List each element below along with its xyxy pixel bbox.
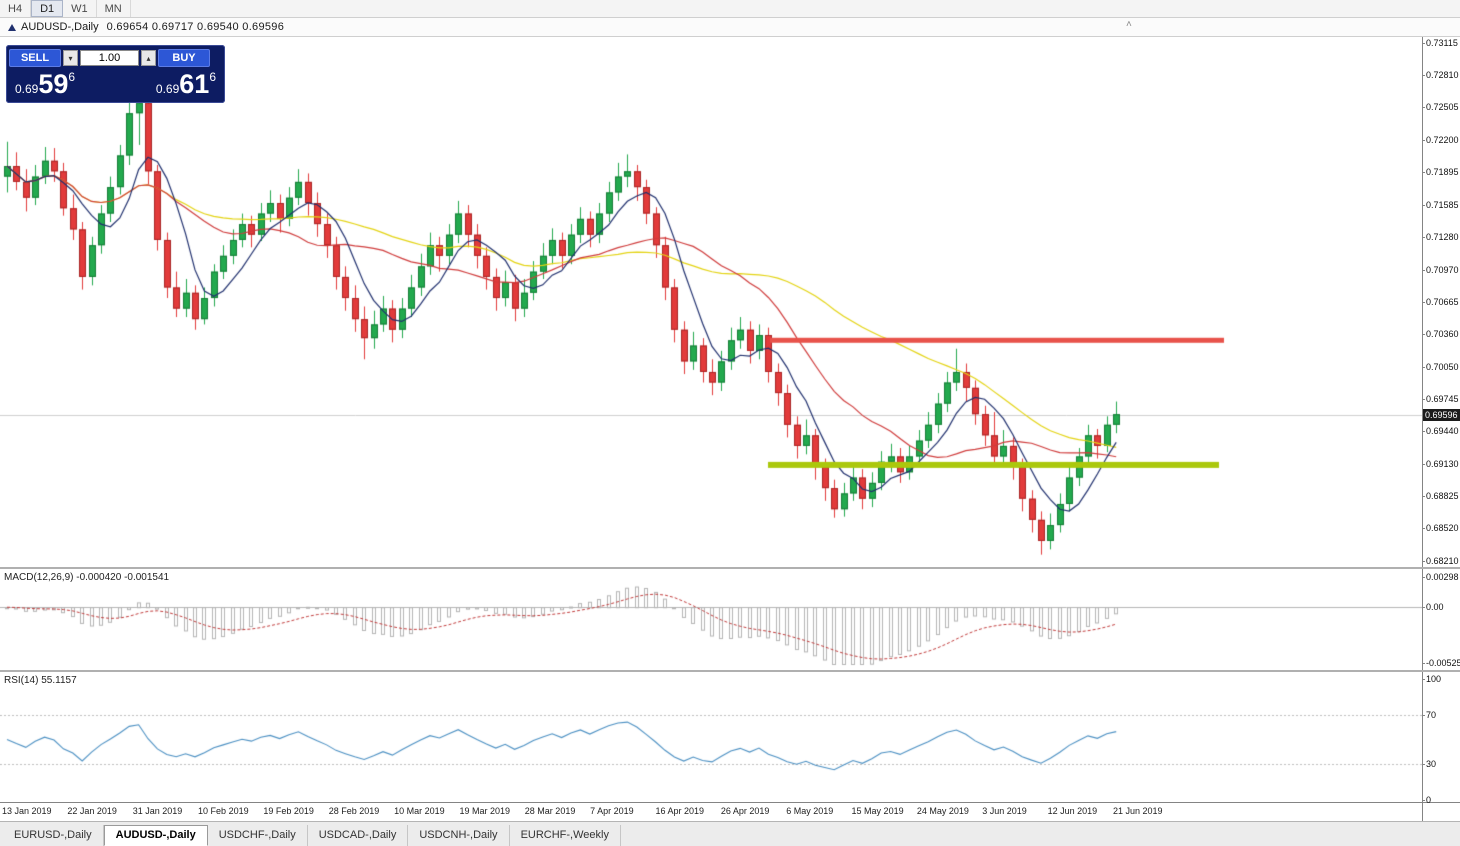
tab-eurchf-weekly[interactable]: EURCHF-,Weekly xyxy=(510,825,621,846)
price-scale-label: 0.71895 xyxy=(1422,166,1459,177)
macd-pane: MACD(12,26,9) -0.000420 -0.001541 xyxy=(0,569,1422,670)
macd-canvas[interactable] xyxy=(0,569,1422,670)
timeframe-toolbar: H4 D1 W1 MN xyxy=(0,0,1460,18)
date-label: 28 Mar 2019 xyxy=(524,806,576,816)
tab-usdcnh-daily[interactable]: USDCNH-,Daily xyxy=(408,825,510,846)
scale-corner xyxy=(1422,803,1460,821)
date-label: 13 Jan 2019 xyxy=(2,806,52,816)
date-label: 12 Jun 2019 xyxy=(1047,806,1098,816)
date-label: 7 Apr 2019 xyxy=(590,806,634,816)
date-label: 24 May 2019 xyxy=(916,806,969,816)
price-scale-label: 0.68210 xyxy=(1422,556,1459,566)
price-scale[interactable]: 0.73115 0.72810 0.72505 0.72200 0.71895 0.715… xyxy=(1422,37,1460,567)
rsi-canvas[interactable] xyxy=(0,672,1422,802)
date-label: 28 Feb 2019 xyxy=(328,806,380,816)
date-label: 15 May 2019 xyxy=(851,806,904,816)
rsi-pane: RSI(14) 55.1157 xyxy=(0,672,1422,802)
price-scale-label: 0.72200 xyxy=(1422,134,1459,145)
macd-label: MACD(12,26,9) -0.000420 -0.001541 xyxy=(4,572,170,583)
date-label: 3 Jun 2019 xyxy=(982,806,1027,816)
date-label: 19 Feb 2019 xyxy=(263,806,314,816)
rsi-scale-label: 0 xyxy=(1421,795,1432,805)
timeframe-button-h4[interactable]: H4 xyxy=(0,0,32,17)
chart-ohlc-values: 0.69654 0.69717 0.69540 0.69596 xyxy=(106,21,285,33)
chart-title: AUDUSD-,Daily xyxy=(21,21,99,33)
price-scale-label: 0.73115 xyxy=(1422,38,1458,48)
date-label: 31 Jan 2019 xyxy=(132,806,183,816)
rsi-scale-label: 70 xyxy=(1421,710,1437,721)
pane-splitter[interactable] xyxy=(0,670,1460,672)
chart-window-icon xyxy=(8,23,16,31)
price-scale-label: 0.70360 xyxy=(1422,328,1459,339)
price-scale-label: 0.70665 xyxy=(1422,296,1459,307)
date-label: 19 Mar 2019 xyxy=(459,806,510,816)
rsi-scale: 100 70 30 0 xyxy=(1421,672,1460,805)
date-label: 10 Feb 2019 xyxy=(198,806,249,816)
pane-splitter[interactable] xyxy=(0,567,1460,569)
price-scale-label: 0.71585 xyxy=(1422,199,1459,210)
macd-scale-label: 0.00298 xyxy=(1422,572,1459,582)
tab-usdcad-daily[interactable]: USDCAD-,Daily xyxy=(308,825,409,846)
buy-price[interactable]: 0.69 61 6 xyxy=(156,69,216,99)
price-scale-label: 0.69440 xyxy=(1422,426,1459,437)
date-label: 21 Jun 2019 xyxy=(1112,806,1163,816)
main-chart-canvas[interactable] xyxy=(0,37,1422,567)
collapse-arrow-icon[interactable]: ˄ xyxy=(1126,19,1132,30)
rsi-scale-label: 100 xyxy=(1421,674,1442,684)
date-label: 10 Mar 2019 xyxy=(394,806,445,816)
sell-price-big: 59 xyxy=(38,69,69,99)
volume-input[interactable]: 1.00 xyxy=(80,50,139,66)
sell-price[interactable]: 0.69 59 6 xyxy=(15,69,75,99)
timeframe-button-d1[interactable]: D1 xyxy=(31,0,64,17)
date-label: 6 May 2019 xyxy=(786,806,834,816)
macd-scale-label: -0.00525 xyxy=(1422,658,1460,668)
chart-title-bar: AUDUSD-,Daily 0.69654 0.69717 0.69540 0.… xyxy=(0,18,1460,37)
rsi-label: RSI(14) 55.1157 xyxy=(4,675,77,686)
chart-tab-bar: EURUSD-,Daily AUDUSD-,Daily USDCHF-,Daily U… xyxy=(0,821,1460,846)
current-price-badge: 0.69596 xyxy=(1423,408,1460,421)
date-label: 26 Apr 2019 xyxy=(720,806,770,816)
tab-eurusd-daily[interactable]: EURUSD-,Daily xyxy=(3,825,104,846)
tab-audusd-daily[interactable]: AUDUSD-,Daily xyxy=(103,825,208,846)
buy-price-sup: 6 xyxy=(209,70,216,84)
tab-usdchf-daily[interactable]: USDCHF-,Daily xyxy=(208,825,308,846)
sell-button[interactable]: SELL xyxy=(9,49,61,67)
price-scale-label: 0.71280 xyxy=(1422,231,1459,242)
volume-up-icon[interactable]: ▴ xyxy=(141,50,156,66)
price-scale-label: 0.69130 xyxy=(1422,458,1459,469)
date-label: 22 Jan 2019 xyxy=(67,806,117,816)
macd-scale: 0.00298 0.00 -0.00525 xyxy=(1422,569,1460,670)
rsi-scale-label: 30 xyxy=(1421,758,1437,769)
one-click-trading-panel: SELL ▾ 1.00 ▴ BUY 0.69 59 6 0.69 61 6 xyxy=(6,45,225,103)
buy-button[interactable]: BUY xyxy=(158,49,210,67)
buy-price-big: 61 xyxy=(179,69,210,99)
price-scale-label: 0.68520 xyxy=(1422,523,1459,534)
price-scale-label: 0.70970 xyxy=(1422,264,1459,275)
price-scale-label: 0.69745 xyxy=(1422,393,1459,404)
timeframe-button-w1[interactable]: W1 xyxy=(63,0,97,17)
volume-down-icon[interactable]: ▾ xyxy=(63,50,78,66)
date-axis[interactable]: 13 Jan 2019 22 Jan 2019 31 Jan 2019 10 Feb … xyxy=(0,803,1422,821)
sell-price-prefix: 0.69 xyxy=(15,82,39,96)
sell-price-sup: 6 xyxy=(68,70,76,84)
price-scale-label: 0.72505 xyxy=(1422,102,1459,113)
date-label: 16 Apr 2019 xyxy=(655,806,705,816)
buy-price-prefix: 0.69 xyxy=(155,82,180,96)
price-scale-label: 0.70050 xyxy=(1422,361,1459,372)
macd-scale-label: 0.00 xyxy=(1422,602,1444,613)
timeframe-button-mn[interactable]: MN xyxy=(97,0,131,17)
main-chart-pane: SELL ▾ 1.00 ▴ BUY 0.69 59 6 0.69 61 6 xyxy=(0,37,1422,567)
price-scale-label: 0.72810 xyxy=(1422,70,1459,81)
price-scale-label: 0.68825 xyxy=(1422,491,1459,502)
